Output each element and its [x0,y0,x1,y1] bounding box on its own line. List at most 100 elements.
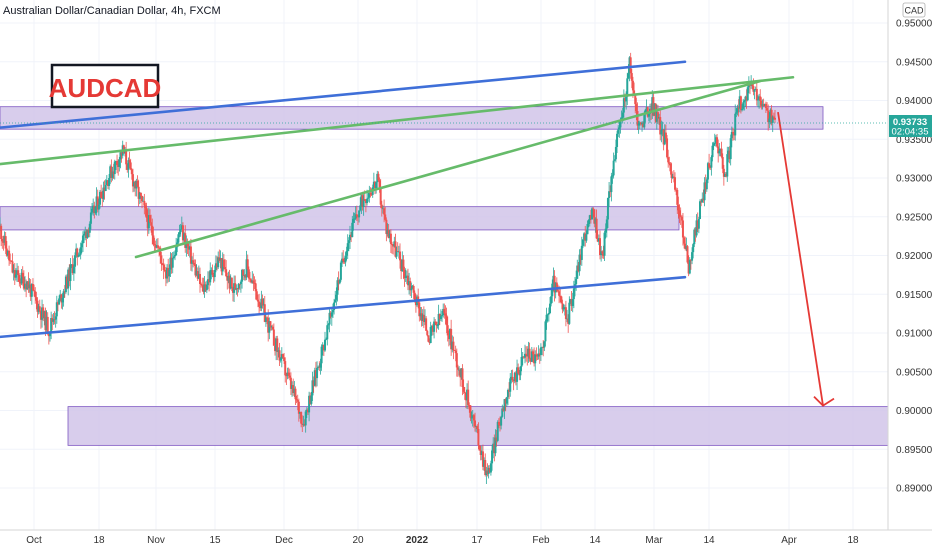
price-tick-label: 0.94000 [896,96,932,107]
candle-body [485,470,488,476]
candle-body [666,138,669,158]
candle-body [334,299,337,303]
candle-body [575,278,578,285]
candle-body [745,96,748,101]
candle-body [644,109,647,114]
candle-body [560,296,563,304]
candle-body [127,160,130,170]
candle-body [645,107,648,110]
candle-body [350,234,353,238]
candle-body [196,271,199,279]
candle-body [538,353,541,356]
candle-body [566,318,569,320]
candle-body [135,180,138,189]
candle-body [84,231,87,234]
candle-body [375,182,378,189]
candle-body [231,287,234,293]
candle-body [252,280,255,284]
candle-body [205,285,208,291]
candle-body [101,197,104,199]
candle-body [769,109,772,119]
time-axis[interactable]: Oct 18 Nov 15 Dec 20 2022 17 Feb 14 Mar 14 Apr 18 [26,535,859,546]
candle-body [335,294,338,300]
candle-body [502,408,505,411]
candle-body [712,143,715,146]
candle-body [191,260,194,264]
candle-body [306,409,309,413]
candle-body [462,386,465,392]
candle-body [425,318,428,331]
candle-body [630,73,633,81]
candle-body [422,314,425,323]
candle-body [16,270,19,275]
candle-body [374,181,376,189]
candle-body [146,217,149,229]
candle-body [453,350,456,351]
candle-body [542,347,545,348]
green-rising-trendline[interactable] [134,79,762,259]
candle-body [384,214,387,220]
candle-body [587,220,590,225]
blue-lower-trendline[interactable] [0,275,687,339]
candle-body [675,189,678,191]
candle-body [586,224,589,235]
candle-body [472,415,475,421]
candle-body [456,367,459,370]
candle-body [718,150,721,154]
candle-body [30,284,33,297]
candle-body [288,375,291,378]
candle-body [74,255,76,267]
candle-body [37,306,40,312]
candle-body [430,325,433,327]
candle-body [721,157,724,169]
candle-body [553,275,556,293]
candle-body [704,182,707,190]
candle-body [79,247,82,255]
candle-body [95,196,98,207]
chart-title: Australian Dollar/Canadian Dollar, 4h, F… [3,5,221,17]
candle-body [731,132,734,134]
candle-body [116,160,119,166]
time-tick-label: 2022 [406,535,429,546]
candle-body [381,208,384,210]
candle-body [300,412,303,424]
candle-body [404,276,407,278]
candle-body [275,338,278,352]
candle-body [671,176,674,178]
candle-body [688,259,691,274]
candle-body [461,368,464,387]
candle-body [145,207,148,218]
candle-body [303,424,306,426]
green-long-trendline[interactable] [0,75,795,166]
candle-body [281,354,284,358]
candle-body [244,274,247,278]
candle-body [449,328,451,340]
blue-upper-trendline[interactable] [0,60,687,129]
candle-body [387,230,390,239]
candle-body [104,184,107,191]
candle-body [396,251,399,252]
candle-body [606,197,609,220]
candle-body [224,267,226,270]
candle-body [419,313,422,317]
time-tick-label: Oct [26,535,42,546]
candle-body [60,294,63,303]
candle-body [518,373,521,376]
candle-body [213,269,216,278]
candle-body [302,424,305,425]
price-axis[interactable]: 0.95000 0.94500 0.94000 0.93500 0.93000 0.925… [896,19,932,495]
candle-body [278,350,281,361]
candle-body [22,276,25,289]
candle-body [512,380,515,382]
candle-body [592,208,595,210]
candle-body [484,459,487,476]
trendlines[interactable] [0,60,795,339]
candle-body [493,443,496,454]
price-tick-label: 0.91000 [896,329,932,340]
candle-body [195,271,198,276]
candle-body [96,196,99,210]
price-tick-label: 0.91500 [896,290,932,301]
candle-body [341,258,344,263]
candle-body [354,214,357,219]
